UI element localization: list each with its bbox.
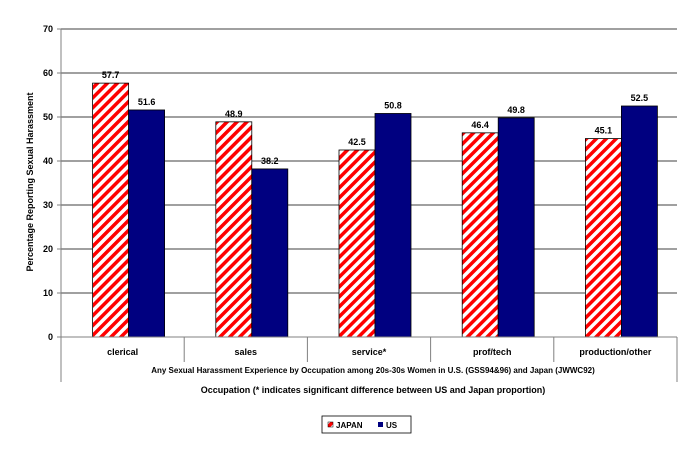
category-label: service* [352,347,387,357]
data-label-japan-4: 45.1 [595,126,613,136]
bar-us-1 [251,168,289,338]
axes [60,29,677,338]
legend-label-us: US [386,421,398,430]
data-label-japan-0: 57.7 [102,70,120,80]
y-tick-label: 10 [43,288,53,298]
category-label: prof/tech [473,347,512,357]
category-label: production/other [579,347,651,357]
category-labels: clerical sales service* prof/tech production… [107,347,652,357]
bar-us-2 [374,113,412,338]
y-tick-label: 20 [43,244,53,254]
data-labels: 57.7 51.6 48.9 38.2 42.5 50.8 46.4 49.8 45.1 52.5 [102,70,648,166]
x-axis-title: Occupation (* indicates significant diff… [201,385,546,395]
y-tick-labels: 0 10 20 30 40 50 60 70 [43,24,53,342]
y-axis-title: Percentage Reporting Sexual Harassment [25,92,35,271]
bar-japan-4 [585,138,622,338]
y-tick-label: 40 [43,156,53,166]
data-label-japan-3: 46.4 [471,120,489,130]
legend: JAPAN US [321,415,412,434]
legend-frame [321,415,412,434]
y-tick-label: 70 [43,24,53,34]
y-tick-label: 50 [43,112,53,122]
data-label-us-4: 52.5 [631,93,649,103]
y-tick-label: 0 [48,332,53,342]
bar-japan-1 [215,121,253,338]
data-label-japan-1: 48.9 [225,109,243,119]
legend-swatch-us [378,422,383,427]
legend-swatch-japan [327,421,334,428]
bars [92,82,658,338]
bar-japan-2 [338,149,376,338]
bar-us-3 [497,117,535,338]
bar-japan-0 [92,82,129,338]
data-label-us-3: 49.8 [507,105,525,115]
data-label-us-0: 51.6 [138,97,156,107]
bar-us-4 [621,105,658,338]
category-label: sales [235,347,258,357]
category-label: clerical [107,347,138,357]
data-label-us-1: 38.2 [261,156,279,166]
y-tick-label: 60 [43,68,53,78]
data-label-us-2: 50.8 [384,100,402,110]
bar-us-0 [128,109,166,338]
legend-label-japan: JAPAN [336,421,363,430]
data-label-japan-2: 42.5 [348,137,366,147]
chart-subtitle: Any Sexual Harassment Experience by Occu… [151,366,595,375]
y-tick-label: 30 [43,200,53,210]
bar-japan-3 [461,132,499,338]
